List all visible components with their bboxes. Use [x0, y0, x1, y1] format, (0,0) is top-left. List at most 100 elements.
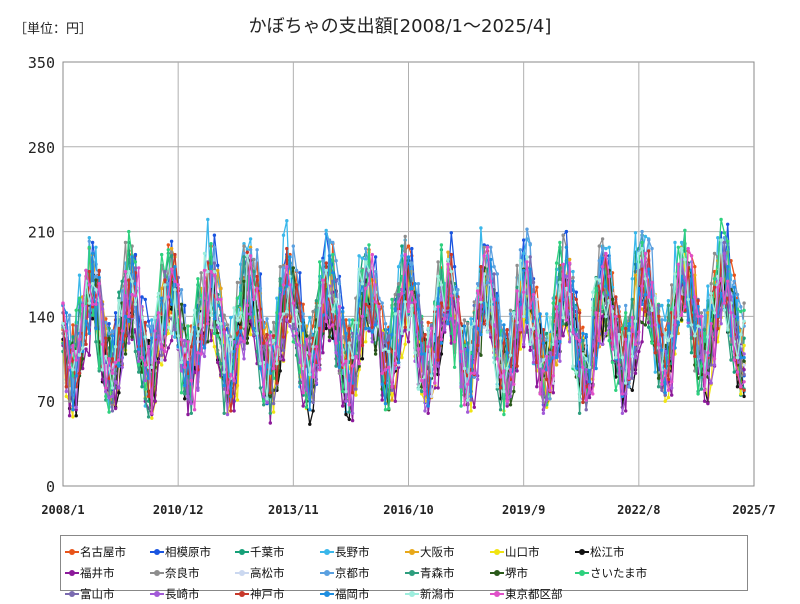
data-point [722, 301, 727, 305]
data-point [212, 273, 217, 277]
data-point [633, 371, 638, 375]
data-point [71, 323, 75, 327]
data-point [656, 342, 661, 346]
data-point [528, 348, 532, 352]
data-point [77, 337, 82, 342]
data-point [462, 366, 467, 371]
data-point [360, 357, 365, 361]
data-point [581, 331, 585, 336]
data-point [216, 360, 220, 365]
legend-swatch [235, 568, 249, 578]
data-point [288, 319, 292, 323]
data-point [367, 243, 371, 247]
data-point [535, 308, 539, 312]
data-point [252, 269, 256, 274]
data-point [321, 351, 325, 355]
data-point [545, 354, 549, 359]
data-point [239, 325, 243, 329]
data-point [212, 345, 217, 349]
data-point [196, 277, 200, 281]
data-point [466, 382, 470, 386]
data-point [712, 357, 717, 361]
data-point [475, 289, 480, 293]
data-point [739, 392, 743, 396]
data-point [212, 261, 217, 265]
data-point [742, 372, 746, 377]
data-point [426, 326, 430, 331]
data-point [94, 245, 98, 249]
data-point [110, 409, 115, 413]
data-point [538, 312, 542, 316]
legend-label: 相模原市 [165, 544, 211, 559]
data-point [90, 313, 95, 317]
data-point [742, 380, 746, 384]
data-point [308, 408, 312, 412]
data-point [712, 311, 717, 315]
data-point [308, 422, 312, 426]
data-point [104, 394, 108, 399]
data-point [679, 246, 684, 251]
data-point [209, 325, 213, 329]
data-point [686, 324, 690, 328]
data-point [285, 246, 289, 251]
data-point [212, 269, 217, 274]
data-point [370, 330, 374, 334]
data-point [156, 334, 161, 338]
data-point [127, 319, 131, 323]
legend-swatch [320, 547, 334, 557]
data-point [594, 277, 598, 281]
data-point [660, 303, 664, 308]
data-point [127, 278, 131, 282]
data-point [624, 326, 628, 331]
data-point [311, 345, 315, 349]
data-point [433, 307, 437, 311]
data-point [686, 246, 690, 251]
data-point [531, 280, 536, 285]
data-point [693, 265, 697, 269]
data-point [127, 229, 131, 234]
data-point [410, 246, 414, 251]
data-point [604, 246, 608, 251]
data-point [633, 273, 638, 277]
data-point [492, 265, 496, 269]
data-point [535, 285, 539, 289]
data-point [436, 305, 440, 309]
data-point [117, 391, 121, 395]
data-point [334, 278, 338, 282]
data-point [288, 283, 292, 287]
data-point [403, 252, 407, 257]
data-point [143, 378, 147, 383]
data-point [113, 371, 118, 375]
data-point [275, 345, 279, 349]
data-point [364, 260, 368, 264]
data-point [387, 349, 391, 354]
data-point [337, 305, 342, 309]
data-point [255, 286, 259, 291]
data-point [630, 277, 634, 281]
data-point [94, 302, 98, 306]
data-point [275, 361, 279, 366]
data-point [104, 386, 108, 390]
data-point [242, 255, 246, 259]
data-point [133, 302, 138, 306]
data-point [683, 228, 687, 233]
data-point [107, 336, 111, 340]
data-point [663, 391, 667, 395]
data-point [242, 244, 246, 248]
data-point [196, 308, 200, 312]
data-point [117, 326, 121, 331]
data-point [298, 381, 302, 385]
data-point [350, 418, 355, 423]
data-point [360, 343, 365, 348]
data-point [518, 259, 523, 263]
data-point [183, 365, 187, 369]
data-point [327, 315, 332, 320]
data-point [71, 335, 75, 339]
data-point [653, 370, 657, 374]
data-point [133, 349, 138, 354]
data-point [225, 412, 230, 417]
data-point [258, 318, 263, 322]
data-point [446, 306, 450, 310]
data-point [314, 345, 319, 349]
data-point [97, 268, 101, 273]
